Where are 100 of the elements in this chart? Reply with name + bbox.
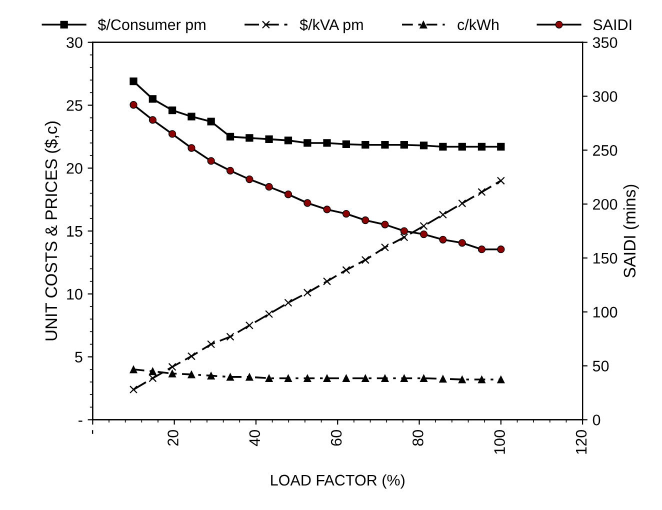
- y-tick-label: -: [78, 420, 82, 422]
- x-axis-title: LOAD FACTOR (%): [271, 474, 404, 489]
- x-tick-label: -: [92, 430, 94, 434]
- point: [342, 374, 350, 382]
- point: [362, 216, 370, 224]
- y2-tick-label: 350: [592, 37, 618, 48]
- point: [246, 175, 254, 184]
- point: [439, 236, 447, 244]
- point: [148, 116, 157, 124]
- point: [265, 374, 273, 382]
- y2-tick-label: 50: [592, 360, 609, 372]
- point: [478, 142, 486, 151]
- point: [226, 332, 234, 341]
- point: [304, 199, 312, 207]
- point: [226, 373, 234, 381]
- point: [342, 266, 350, 274]
- point: [245, 321, 254, 330]
- point: [342, 210, 350, 218]
- point: [304, 139, 312, 147]
- point: [497, 142, 505, 151]
- y-axis-title: UNIT COSTS & PRICES ($,c): [44, 122, 60, 340]
- point: [284, 298, 292, 307]
- y2-tick-label: 300: [592, 91, 618, 102]
- point: [458, 376, 466, 384]
- y-tick-label: 15: [67, 226, 82, 237]
- point: [188, 144, 196, 152]
- y-tick-label: 10: [67, 288, 82, 300]
- x-tick-label: 60: [330, 430, 342, 446]
- point: [148, 374, 157, 382]
- y2-tick-label: 0: [592, 414, 600, 426]
- point: [188, 370, 196, 378]
- point: [381, 220, 389, 228]
- x-tick-label: 20: [168, 430, 178, 446]
- point: [303, 288, 312, 297]
- point: [420, 142, 428, 150]
- point: [188, 112, 196, 120]
- point: [323, 374, 331, 382]
- point: [458, 239, 466, 247]
- point: [207, 157, 215, 165]
- point: [478, 188, 486, 196]
- legend-label: SAIDI: [593, 19, 632, 30]
- point: [130, 78, 138, 86]
- point: [496, 176, 505, 185]
- point: [168, 130, 176, 138]
- y-tick-label: 5: [75, 352, 82, 363]
- point: [439, 142, 447, 151]
- point: [148, 95, 157, 103]
- point: [322, 277, 332, 286]
- point: [380, 243, 389, 252]
- point: [458, 142, 466, 151]
- point: [207, 372, 215, 380]
- point: [362, 141, 370, 149]
- point: [148, 367, 157, 376]
- point: [361, 256, 370, 264]
- point: [265, 135, 273, 144]
- point: [478, 376, 486, 384]
- y2-axis-title: SAIDI (mins): [623, 184, 639, 278]
- point: [478, 246, 486, 254]
- point: [168, 106, 176, 114]
- point: [129, 386, 138, 394]
- y-tick-label: 25: [66, 100, 82, 111]
- point: [497, 376, 505, 384]
- point: [207, 118, 215, 126]
- point: [226, 166, 234, 174]
- legend-label: c/kWh: [458, 18, 498, 30]
- point: [284, 190, 292, 198]
- point: [265, 310, 274, 318]
- y2-tick-label: 250: [593, 145, 618, 156]
- point: [226, 132, 234, 140]
- point: [130, 101, 138, 109]
- point: [168, 362, 176, 371]
- y2-tick-label: 200: [593, 198, 618, 210]
- y-tick-label: 30: [66, 37, 82, 48]
- y2-tick-label: 150: [593, 252, 618, 264]
- point: [284, 374, 292, 382]
- point: [265, 183, 273, 191]
- y2-tick-label: 100: [593, 306, 618, 318]
- point: [381, 374, 389, 382]
- point: [400, 141, 408, 149]
- point: [187, 352, 196, 360]
- point: [400, 233, 408, 242]
- point: [439, 375, 447, 383]
- point: [304, 374, 312, 382]
- point: [362, 374, 370, 382]
- point: [400, 374, 408, 382]
- x-tick-label: 80: [412, 430, 424, 446]
- point: [323, 139, 331, 147]
- y-tick-label: 20: [66, 163, 82, 174]
- point: [400, 227, 408, 235]
- point: [381, 141, 389, 149]
- point: [207, 340, 216, 348]
- point: [458, 199, 466, 208]
- point: [246, 134, 254, 142]
- legend-label: $/kVA pm: [300, 18, 363, 34]
- point: [438, 210, 447, 219]
- point: [284, 136, 292, 144]
- point: [497, 246, 505, 254]
- point: [323, 206, 331, 214]
- point: [420, 230, 428, 238]
- point: [420, 222, 428, 230]
